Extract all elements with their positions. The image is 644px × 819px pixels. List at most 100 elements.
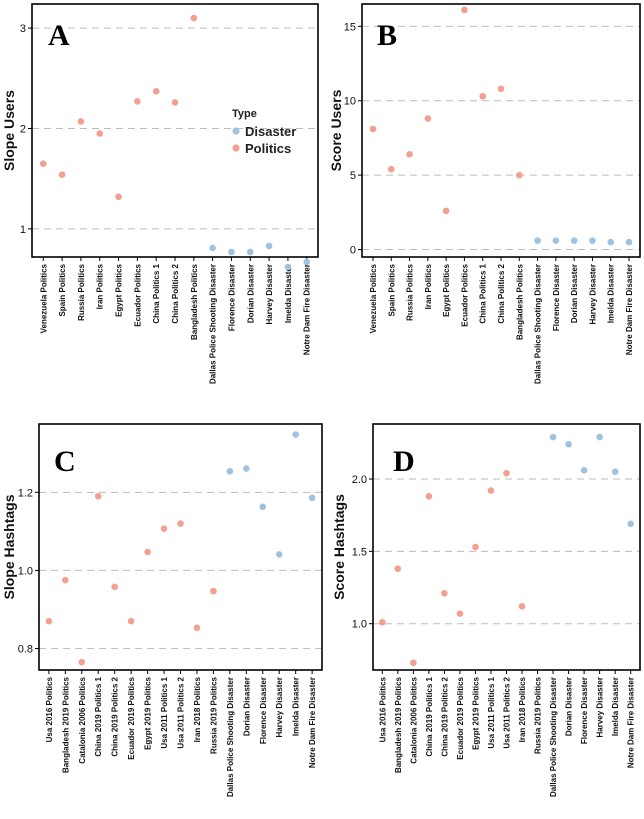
data-point — [160, 525, 168, 532]
x-tick-label: Venezuela Politics — [39, 263, 48, 333]
data-point — [127, 617, 135, 625]
x-tick-label: Ecuador Politics — [133, 263, 142, 326]
data-point — [152, 88, 160, 95]
x-tick-label: Usa 2011 Politics 2 — [503, 676, 512, 748]
x-tick-label: Notre Dam Fire Disaster — [625, 264, 634, 355]
data-point — [39, 160, 47, 167]
data-point — [456, 610, 464, 617]
x-tick-label: Imelda Disaster — [607, 264, 616, 323]
x-tick-label: China Politics 1 — [479, 263, 488, 323]
panel-B: 0 5 10 15 Score Users B Venezuela Politics Spai… — [328, 3, 641, 384]
x-tick-label: Dallas Police Shooting Disaster — [226, 677, 235, 797]
data-point — [534, 237, 541, 244]
x-tick-label: Dallas Police Shooting Disaster — [534, 264, 543, 384]
data-point — [442, 207, 450, 215]
x-tick-label: Dorian Disaster — [570, 264, 579, 323]
data-point — [111, 583, 118, 591]
y-axis-label: Slope Users — [1, 90, 17, 171]
y-tick-label: 15 — [344, 21, 356, 33]
x-tick-label: Bangladesh Politics — [190, 263, 199, 340]
y-tick-label: 1.0 — [18, 565, 33, 577]
legend-swatch — [232, 127, 240, 135]
data-point — [265, 242, 273, 250]
data-point — [503, 469, 510, 477]
data-point — [472, 543, 479, 551]
y-axis-label: Score Hashtags — [331, 494, 347, 600]
x-tick-label: Russia 2019 Politics — [534, 676, 543, 753]
data-point — [62, 576, 69, 584]
data-point — [410, 659, 417, 667]
x-tick-label: Florence Disaster — [552, 264, 561, 331]
x-tick-label: Usa 2011 Politics 1 — [487, 676, 496, 748]
x-tick-label: Harvey Disaster — [275, 677, 284, 737]
x-tick-label: Florence Disaster — [580, 677, 589, 744]
x-tick-label: Egypt Politics — [115, 263, 124, 316]
data-point — [45, 617, 53, 625]
x-tick-label: Iran Politics — [424, 263, 433, 309]
data-point — [94, 492, 102, 500]
data-point — [77, 118, 85, 125]
x-tick-label: Notre Dam Fire Disaster — [627, 677, 636, 768]
data-point — [308, 494, 316, 502]
data-point — [303, 258, 311, 266]
x-tick-label: Florence Disaster — [259, 677, 268, 744]
data-point — [134, 98, 141, 105]
x-tick-label: China Politics 1 — [152, 263, 161, 323]
data-point — [394, 565, 402, 573]
data-point — [549, 433, 557, 441]
x-tick-label: Ecuador 2019 Politics — [127, 676, 136, 759]
data-point — [78, 658, 86, 666]
plot-frame — [361, 3, 641, 258]
x-tick-label: Notre Dam Fire Disaster — [303, 264, 312, 355]
x-tick-label: Imelda Disaster — [292, 677, 301, 736]
x-tick-label: Russia Politics — [406, 263, 415, 320]
y-tick-label: 3 — [20, 23, 26, 35]
x-tick-label: Notre Dam Fire Disaster — [308, 677, 317, 768]
x-tick-label: Ecuador 2019 Politics — [456, 676, 465, 759]
data-point — [259, 503, 267, 511]
data-point — [369, 125, 377, 133]
data-point — [441, 590, 448, 597]
x-tick-label: Bangladesh 2019 Politics — [394, 676, 403, 773]
data-point — [243, 465, 250, 472]
x-tick-label: Dorian Disaster — [565, 677, 574, 736]
x-tick-label: Usa 2016 Politics — [378, 676, 387, 742]
x-tick-label: China 2019 Politics 2 — [440, 676, 449, 756]
x-tick-label: Egypt Politics — [442, 263, 451, 316]
data-point — [565, 440, 572, 448]
x-tick-label: China 2019 Politics 1 — [425, 676, 434, 756]
x-tick-label: Harvey Disaster — [588, 264, 597, 324]
x-tick-label: Iran 2018 Politics — [193, 676, 202, 742]
x-tick-label: China Politics 2 — [171, 263, 180, 323]
x-tick-label: Dorian Disaster — [242, 677, 251, 736]
y-tick-label: 2 — [20, 123, 26, 135]
data-point — [226, 467, 234, 475]
x-tick-label: Spain Politics — [387, 263, 396, 316]
data-point — [292, 431, 299, 438]
data-point — [177, 520, 184, 527]
x-tick-label: Usa 2011 Politics 2 — [177, 676, 186, 748]
x-tick-label: Bangladesh Politics — [515, 263, 524, 340]
panel-A: 1 2 3 Slope Users A Venezuela Politics Spain P… — [1, 3, 319, 384]
data-point — [210, 587, 217, 595]
data-point — [246, 248, 254, 256]
y-tick-label: 10 — [344, 96, 356, 108]
data-point — [627, 520, 634, 528]
data-point — [115, 193, 122, 201]
legend-swatch — [232, 144, 240, 152]
data-point — [596, 433, 603, 441]
x-tick-label: Ecuador Politics — [460, 263, 469, 326]
data-point — [379, 618, 386, 626]
data-point — [58, 171, 66, 178]
x-tick-label: Catalonia 2006 Politics — [78, 676, 87, 763]
data-point — [209, 244, 216, 252]
panel-D: 1.0 1.5 2.0 Score Hashtags D Usa 2016 Politic… — [331, 423, 641, 797]
data-point — [487, 487, 495, 494]
x-tick-label: China Politics 2 — [497, 263, 506, 323]
y-tick-label: 5 — [350, 170, 356, 182]
legend-label: Disaster — [245, 124, 296, 139]
x-tick-label: Egypt 2019 Politics — [144, 676, 153, 749]
y-axis-label: Slope Hashtags — [1, 494, 17, 599]
